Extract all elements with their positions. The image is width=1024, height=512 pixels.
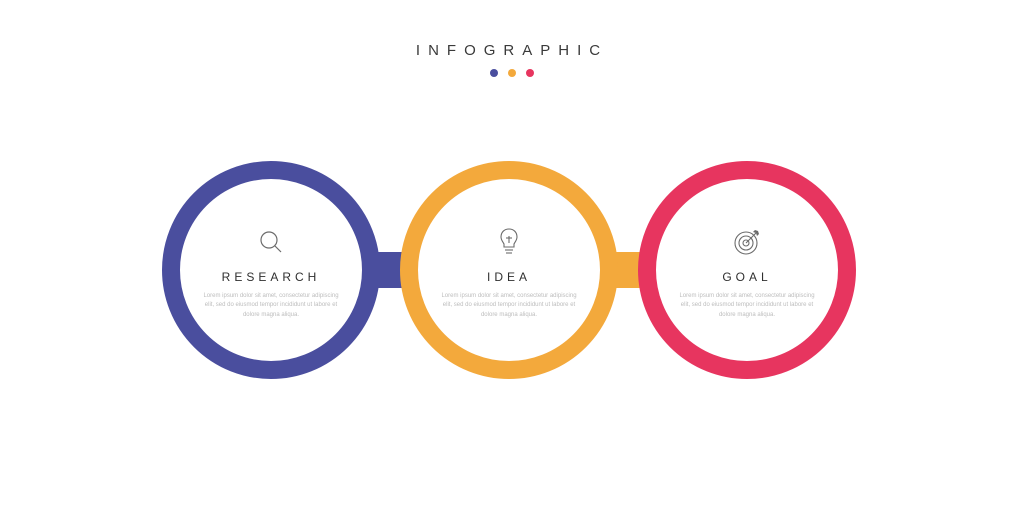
step-desc: Lorem ipsum dolor sit amet, consectetur … xyxy=(440,292,578,320)
step-goal: GOAL Lorem ipsum dolor sit amet, consect… xyxy=(638,161,856,379)
infographic-stage: RESEARCH Lorem ipsum dolor sit amet, con… xyxy=(0,130,1024,410)
dot-3 xyxy=(526,69,534,77)
magnifier-icon xyxy=(257,224,285,260)
dot-2 xyxy=(508,69,516,77)
step-desc: Lorem ipsum dolor sit amet, consectetur … xyxy=(202,292,340,320)
lightbulb-icon xyxy=(497,224,521,260)
header-dots xyxy=(0,69,1024,77)
step-research: RESEARCH Lorem ipsum dolor sit amet, con… xyxy=(162,161,380,379)
step-desc: Lorem ipsum dolor sit amet, consectetur … xyxy=(678,292,816,320)
dot-1 xyxy=(490,69,498,77)
header: INFOGRAPHIC xyxy=(0,0,1024,77)
page-title: INFOGRAPHIC xyxy=(0,42,1024,59)
step-title: IDEA xyxy=(487,270,531,284)
target-icon xyxy=(732,224,762,260)
step-idea: IDEA Lorem ipsum dolor sit amet, consect… xyxy=(400,161,618,379)
step-title: GOAL xyxy=(722,270,771,284)
step-title: RESEARCH xyxy=(222,270,321,284)
